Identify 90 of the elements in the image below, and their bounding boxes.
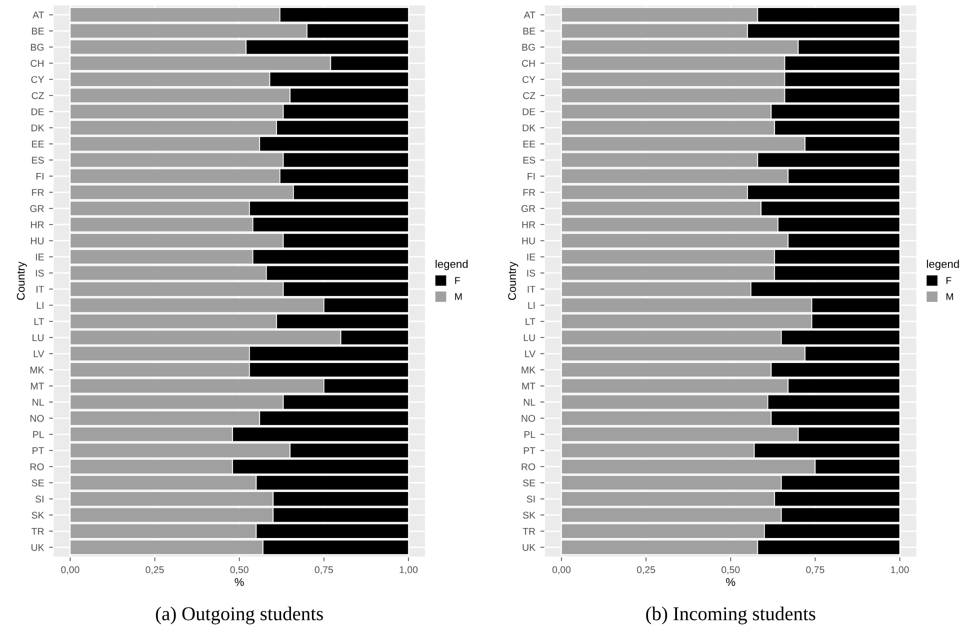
y-tick-label: EE: [32, 140, 44, 148]
y-tick-label: MT: [31, 382, 44, 390]
y-tick-label: LV: [525, 350, 536, 358]
y-tick-label: AT: [524, 12, 536, 18]
y-tick-label: MT: [522, 382, 536, 390]
y-tick-label: CY: [31, 76, 44, 83]
x-tick-label: 0,25: [146, 566, 164, 574]
y-tick-label: RO: [522, 463, 536, 470]
y-tick-label: UK: [32, 544, 44, 551]
y-axis-title: Country: [508, 262, 518, 300]
x-tick-label: 1,00: [400, 566, 418, 574]
x-tick-label: 1,00: [891, 566, 909, 574]
y-tick-label: FI: [528, 172, 535, 180]
y-tick-label: PT: [32, 447, 44, 454]
y-tick-label: FR: [523, 189, 536, 196]
y-tick-label: PL: [33, 431, 44, 438]
y-tick-label: DK: [32, 124, 44, 132]
y-tick-label: CY: [522, 76, 536, 83]
legend-label: M: [946, 293, 953, 300]
y-tick-label: TR: [522, 528, 536, 535]
legend-label: F: [455, 277, 460, 284]
y-tick-label: SE: [32, 479, 44, 486]
x-tick-label: 0,75: [806, 566, 824, 574]
y-tick-label: LT: [34, 318, 44, 325]
y-tick-label: NL: [32, 398, 44, 406]
y-tick-label: IS: [36, 270, 44, 277]
x-tick-label: 0,00: [552, 566, 571, 574]
y-tick-label: DE: [522, 108, 536, 116]
legend-label: F: [946, 277, 952, 284]
y-tick-label: TR: [32, 528, 44, 535]
y-tick-label: HR: [522, 221, 536, 228]
y-tick-label: SK: [32, 512, 44, 519]
y-tick-label: DE: [32, 108, 44, 116]
y-tick-label: BG: [31, 44, 44, 51]
y-tick-label: LV: [34, 350, 44, 358]
y-tick-label: BE: [523, 28, 536, 34]
y-tick-label: CH: [522, 60, 535, 67]
y-tick-label: BG: [522, 44, 535, 51]
y-tick-label: LI: [528, 302, 535, 309]
y-tick-label: UK: [522, 544, 536, 551]
y-tick-label: LI: [36, 302, 44, 309]
y-tick-label: CZ: [32, 92, 44, 100]
y-tick-label: IE: [36, 254, 44, 260]
y-tick-label: IE: [527, 254, 536, 260]
legend-label: M: [455, 293, 462, 300]
y-axis-title: Country: [16, 262, 27, 300]
x-axis-title: %: [726, 578, 736, 586]
y-tick-label: FI: [36, 172, 44, 180]
y-tick-label: ES: [32, 156, 44, 164]
legend-title: legend: [436, 260, 468, 270]
y-tick-label: FR: [32, 189, 44, 196]
y-tick-label: LT: [526, 318, 536, 325]
y-tick-label: LU: [524, 334, 535, 342]
text: (a) Outgoing students: [156, 606, 323, 624]
y-tick-label: ES: [523, 156, 536, 164]
y-tick-label: CH: [30, 60, 44, 67]
y-tick-label: DK: [522, 124, 536, 132]
y-tick-label: NO: [522, 414, 536, 422]
y-tick-label: PT: [524, 447, 536, 454]
x-tick-label: 0,00: [61, 566, 80, 574]
y-tick-label: IT: [36, 286, 44, 293]
x-tick-label: 0,25: [636, 566, 656, 574]
y-tick-label: CZ: [523, 92, 536, 100]
y-tick-label: AT: [32, 12, 44, 18]
text: (b) Incoming students: [646, 606, 816, 624]
y-tick-label: IS: [527, 270, 536, 277]
y-tick-label: GR: [521, 205, 536, 212]
y-tick-label: LU: [32, 334, 44, 342]
x-axis-title: %: [234, 578, 244, 586]
y-tick-label: SI: [36, 496, 44, 502]
y-tick-label: HU: [522, 238, 535, 244]
y-tick-label: HR: [31, 221, 44, 228]
y-tick-label: EE: [523, 140, 536, 148]
y-tick-label: MK: [30, 366, 44, 374]
y-tick-label: RO: [30, 463, 44, 470]
y-tick-label: PL: [524, 431, 536, 438]
y-tick-label: NL: [524, 398, 536, 406]
x-tick-label: 0,75: [314, 566, 333, 574]
y-tick-label: SE: [523, 479, 536, 486]
y-tick-label: SK: [523, 512, 536, 519]
y-tick-label: HU: [31, 238, 44, 244]
x-tick-label: 0,50: [722, 566, 740, 574]
x-tick-label: 0,50: [230, 566, 248, 574]
legend-title: legend: [926, 260, 959, 270]
y-tick-label: BE: [32, 28, 44, 34]
y-tick-label: NO: [30, 414, 44, 422]
y-tick-label: SI: [526, 496, 535, 502]
y-tick-label: MK: [522, 366, 536, 374]
y-tick-label: IT: [528, 286, 536, 293]
y-tick-label: GR: [30, 205, 44, 212]
